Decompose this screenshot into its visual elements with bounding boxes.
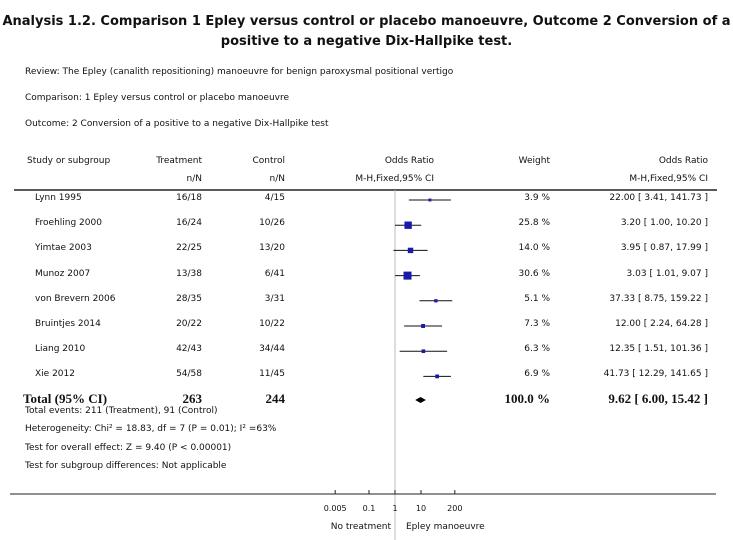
x-tick-label: 1: [392, 504, 398, 513]
study-effect-marker: [421, 349, 426, 354]
axis-right-label: Epley manoeuvre: [406, 522, 485, 532]
study-name: Munoz 2007: [35, 268, 91, 279]
study-name: Bruintjes 2014: [35, 319, 101, 329]
study-odds-ratio-ci: 12.00 [ 2.24, 64.28 ]: [615, 319, 708, 329]
study-odds-ratio-ci: 37.33 [ 8.75, 159.22 ]: [609, 293, 708, 304]
total-treatment: 263: [182, 391, 203, 406]
study-weight: 6.9 %: [524, 369, 550, 380]
header-odds-ratio: Odds Ratio: [384, 156, 434, 166]
study-weight: 30.6 %: [518, 268, 550, 279]
study-name: Xie 2012: [35, 369, 75, 380]
study-name: Lynn 1995: [35, 193, 82, 203]
study-effect-marker: [421, 324, 426, 328]
treatment-count: 42/43: [176, 344, 202, 355]
study-odds-ratio-ci: 3.03 [ 1.01, 9.07 ]: [626, 268, 708, 279]
header-weight: Weight: [518, 156, 550, 166]
study-name: Froehling 2000: [35, 218, 102, 229]
header-study: Study or subgroup: [27, 156, 111, 166]
treatment-count: 13/38: [176, 268, 202, 279]
study-weight: 3.9 %: [524, 193, 550, 203]
x-tick-label: 10: [415, 504, 427, 513]
study-effect-marker: [404, 221, 412, 229]
control-count: 11/45: [259, 369, 285, 380]
study-odds-ratio-ci: 3.20 [ 1.00, 10.20 ]: [620, 218, 708, 229]
footer-heterogeneity: Heterogeneity: Chi² = 18.83, df = 7 (P =…: [25, 424, 277, 434]
header-control-sub: n/N: [269, 174, 285, 184]
control-count: 10/26: [259, 218, 285, 229]
treatment-count: 16/18: [176, 193, 202, 203]
control-count: 4/15: [264, 193, 285, 203]
study-weight: 7.3 %: [524, 319, 550, 329]
x-tick-label: 0.1: [362, 504, 376, 513]
treatment-count: 54/58: [176, 369, 202, 380]
study-odds-ratio-ci: 3.95 [ 0.87, 17.99 ]: [620, 243, 708, 254]
study-effect-marker: [403, 271, 412, 280]
study-effect-marker: [407, 247, 414, 254]
header-treatment-sub: n/N: [186, 174, 202, 184]
outcome-line: Outcome: 2 Conversion of a positive to a…: [25, 119, 329, 129]
study-name: Yimtae 2003: [35, 243, 92, 254]
control-count: 6/41: [264, 268, 285, 279]
control-count: 3/31: [264, 293, 285, 304]
study-effect-marker: [428, 198, 432, 202]
header-treatment: Treatment: [156, 156, 202, 166]
control-count: 10/22: [259, 319, 285, 329]
study-weight: 25.8 %: [518, 218, 550, 229]
header-odds-ratio-ci: Odds Ratio: [658, 156, 708, 166]
x-tick-label: 0.005: [323, 504, 347, 513]
study-name: Liang 2010: [35, 344, 86, 355]
pooled-effect-diamond: [415, 397, 426, 403]
treatment-count: 20/22: [176, 319, 202, 329]
control-count: 34/44: [259, 344, 285, 355]
study-odds-ratio-ci: 12.35 [ 1.51, 101.36 ]: [609, 344, 708, 355]
header-odds-ratio-ci-sub: M-H,Fixed,95% CI: [629, 174, 708, 184]
study-effect-marker: [435, 374, 440, 379]
study-weight: 5.1 %: [524, 293, 550, 304]
study-weight: 6.3 %: [524, 344, 550, 355]
header-control: Control: [252, 156, 285, 166]
axis-left-label: No treatment: [330, 522, 391, 532]
treatment-count: 28/35: [176, 293, 202, 304]
footer-subgroup-differences: Test for subgroup differences: Not appli…: [25, 461, 227, 471]
x-tick-label: 200: [447, 504, 463, 513]
analysis-title-line2: positive to a negative Dix-Hallpike test…: [220, 34, 513, 49]
comparison-line: Comparison: 1 Epley versus control or pl…: [25, 93, 290, 103]
study-effect-marker: [434, 299, 438, 303]
treatment-count: 16/24: [176, 218, 202, 229]
control-count: 13/20: [259, 243, 285, 254]
review-line: Review: The Epley (canalith repositionin…: [25, 67, 454, 77]
footer-total-events: Total events: 211 (Treatment), 91 (Contr…: [25, 406, 218, 416]
total-control: 244: [265, 391, 286, 406]
study-name: von Brevern 2006: [35, 293, 116, 304]
study-odds-ratio-ci: 22.00 [ 3.41, 141.73 ]: [609, 193, 708, 203]
study-odds-ratio-ci: 41.73 [ 12.29, 141.65 ]: [603, 369, 708, 380]
total-odds-ratio-ci: 9.62 [ 6.00, 15.42 ]: [608, 391, 708, 406]
total-label: Total (95% CI): [23, 391, 108, 406]
study-weight: 14.0 %: [518, 243, 550, 254]
treatment-count: 22/25: [176, 243, 202, 254]
total-weight: 100.0 %: [504, 391, 551, 406]
analysis-title-line1: Analysis 1.2. Comparison 1 Epley versus …: [2, 14, 731, 29]
footer-overall-effect: Test for overall effect: Z = 9.40 (P < 0…: [25, 443, 232, 453]
header-odds-ratio-sub: M-H,Fixed,95% CI: [355, 174, 434, 184]
